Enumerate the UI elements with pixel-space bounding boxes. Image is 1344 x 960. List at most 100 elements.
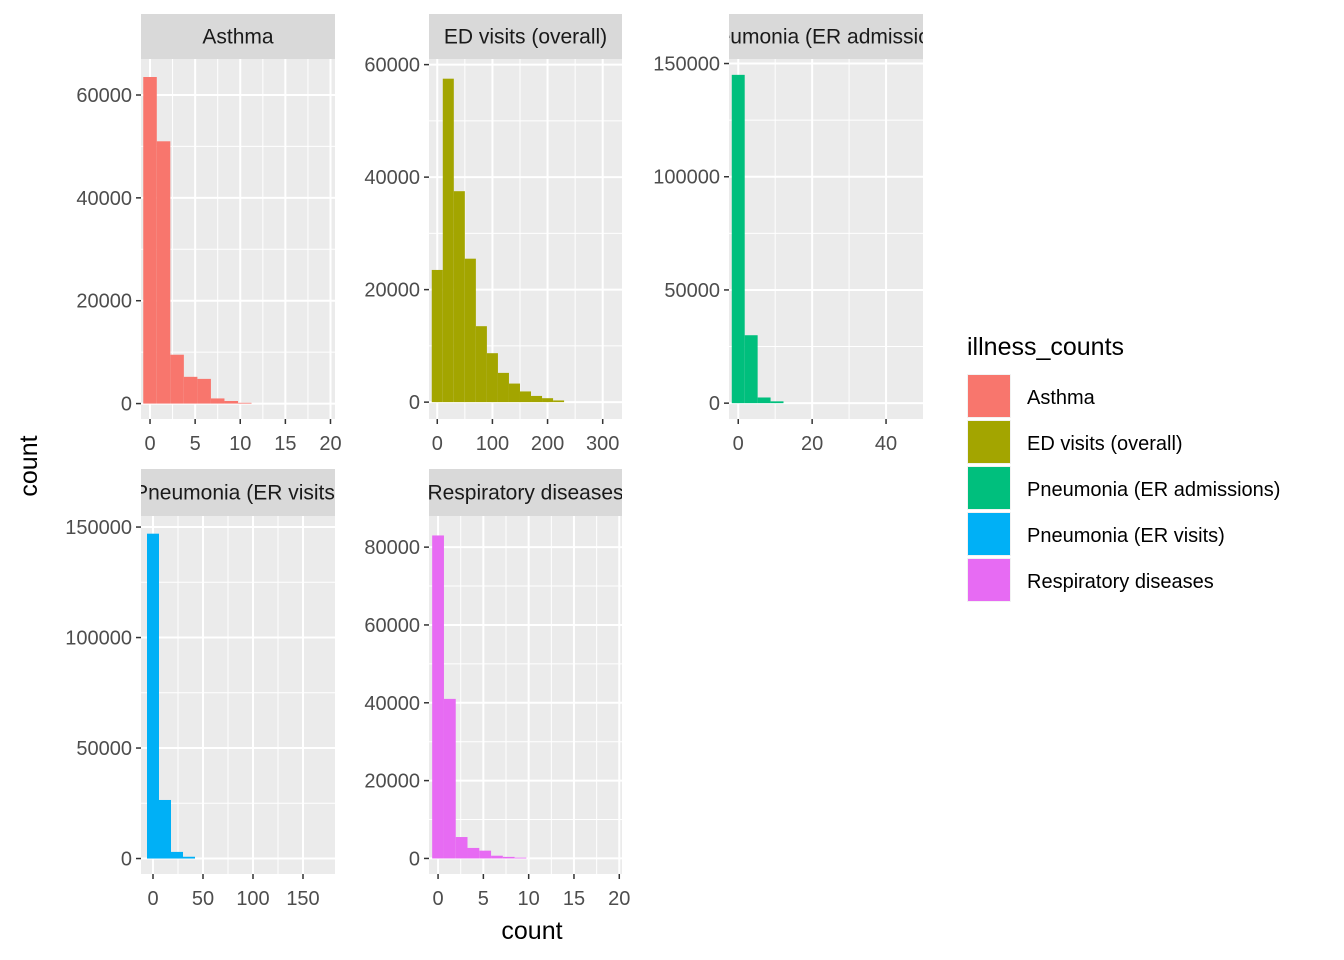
legend-entry: ED visits (overall): [967, 420, 1183, 464]
histogram-bar: [453, 191, 465, 403]
y-tick-label: 20000: [364, 771, 420, 793]
histogram-bar: [156, 141, 171, 404]
x-tick-label: 100: [236, 888, 269, 910]
x-tick-label: 20: [319, 433, 341, 455]
histogram-bar: [731, 74, 745, 404]
histogram-bar: [147, 533, 159, 859]
y-axis: 0 50000 100000 150000: [653, 54, 729, 415]
x-tick-label: 0: [144, 433, 155, 455]
histogram-bar: [486, 353, 498, 403]
facet-strip: [729, 14, 923, 59]
histogram-bar: [508, 383, 520, 403]
legend-entry-label: Pneumonia (ER admissions): [1027, 479, 1280, 501]
facet-panel: Pneumonia (ER visits)0500001000001500000…: [65, 469, 342, 910]
x-axis-title: count: [501, 917, 562, 945]
x-tick-label: 0: [733, 433, 744, 455]
histogram-bar: [497, 372, 509, 403]
histogram-bar: [744, 335, 758, 404]
x-axis: 0 100 200 300: [432, 419, 619, 455]
histogram-bar: [455, 837, 468, 859]
histogram-bar: [159, 799, 171, 859]
panel-background: [429, 516, 622, 874]
histogram-bar: [170, 354, 184, 404]
facet-panel: ED visits (overall) 0 20000 40000 60000 0 100 2…: [364, 14, 622, 455]
y-tick-label: 20000: [364, 280, 420, 302]
y-tick-label: 40000: [76, 188, 132, 210]
histogram-bar: [553, 400, 565, 403]
x-tick-label: 15: [563, 888, 585, 910]
y-tick-label: 0: [121, 394, 132, 416]
facet-strip-label: Pneumonia (ER visits): [134, 482, 342, 505]
legend-entry-label: Asthma: [1027, 387, 1096, 409]
legend-entry: Pneumonia (ER visits): [967, 512, 1225, 556]
histogram-bar: [757, 397, 771, 404]
facet-panel: Respiratory diseases 0 20000 40000 60000 8000…: [364, 469, 630, 910]
y-tick-label: 100000: [653, 167, 720, 189]
x-axis: 0 5 10 15 20: [144, 419, 342, 455]
legend-key-swatch: [968, 421, 1010, 463]
y-tick-label: 60000: [76, 85, 132, 107]
x-tick-label: 0: [147, 888, 158, 910]
x-tick-label: 10: [518, 888, 540, 910]
facet-strip: [141, 469, 335, 516]
y-tick-label: 0: [409, 392, 420, 414]
y-tick-label: 40000: [364, 167, 420, 189]
legend-entry: Pneumonia (ER admissions): [967, 466, 1280, 510]
y-tick-label: 0: [409, 848, 420, 870]
histogram-bars: [143, 77, 252, 404]
histogram-bar: [171, 851, 183, 859]
panel-background: [729, 59, 923, 419]
legend-title: illness_counts: [967, 333, 1124, 361]
y-tick-label: 20000: [76, 291, 132, 313]
histogram-bar: [519, 391, 532, 403]
legend-entry: Respiratory diseases: [967, 558, 1214, 602]
legend-items: Asthma ED visits (overall) Pneumonia (ER a…: [967, 374, 1280, 602]
histogram-bar: [770, 401, 784, 404]
y-tick-label: 50000: [664, 280, 720, 302]
facet-strip-label: Respiratory diseases: [427, 482, 623, 505]
histogram-bar: [464, 258, 476, 403]
x-tick-label: 50: [192, 888, 214, 910]
legend-key-swatch: [968, 375, 1010, 417]
facet-panel: Pneumonia (ER admissions) 0 50000 100000 150…: [653, 14, 959, 455]
facet-panel: Asthma 0 20000 40000 60000 0 5 10 15 20: [76, 14, 342, 455]
histogram-bar: [443, 698, 456, 859]
x-tick-label: 10: [229, 433, 251, 455]
facet-strip-label: Pneumonia (ER admissions): [693, 26, 959, 49]
x-tick-label: 15: [274, 433, 296, 455]
histogram-bar: [183, 856, 195, 859]
y-axis: 0 20000 40000 60000: [364, 55, 429, 414]
histogram-bar: [442, 78, 454, 403]
x-tick-label: 40: [875, 433, 897, 455]
histogram-bar: [143, 77, 157, 404]
facet-strip: [141, 14, 335, 59]
y-tick-label: 0: [121, 849, 132, 871]
y-tick-label: 50000: [76, 738, 132, 760]
facet-strip: [429, 469, 622, 516]
y-tick-label: 150000: [653, 54, 720, 76]
y-tick-label: 0: [709, 393, 720, 415]
histogram-bars: [731, 74, 784, 404]
histogram-bar: [475, 326, 487, 403]
histogram-bar: [431, 269, 443, 403]
histogram-bar: [502, 856, 515, 859]
x-tick-label: 5: [478, 888, 489, 910]
legend-key-swatch: [968, 467, 1010, 509]
x-tick-label: 5: [190, 433, 201, 455]
histogram-bars: [147, 533, 195, 859]
x-tick-label: 300: [586, 433, 619, 455]
y-tick-label: 100000: [65, 628, 132, 650]
histogram-bars: [432, 535, 527, 859]
histogram-bar: [467, 847, 480, 859]
facet-strip-label: ED visits (overall): [444, 26, 607, 49]
x-tick-label: 0: [432, 888, 443, 910]
x-tick-label: 20: [801, 433, 823, 455]
x-tick-label: 20: [608, 888, 630, 910]
y-axis-title: count: [15, 435, 43, 496]
histogram-bar: [183, 376, 198, 404]
legend-key-swatch: [968, 513, 1010, 555]
y-tick-label: 60000: [364, 55, 420, 77]
histogram-bar: [224, 401, 238, 404]
x-tick-label: 100: [476, 433, 509, 455]
